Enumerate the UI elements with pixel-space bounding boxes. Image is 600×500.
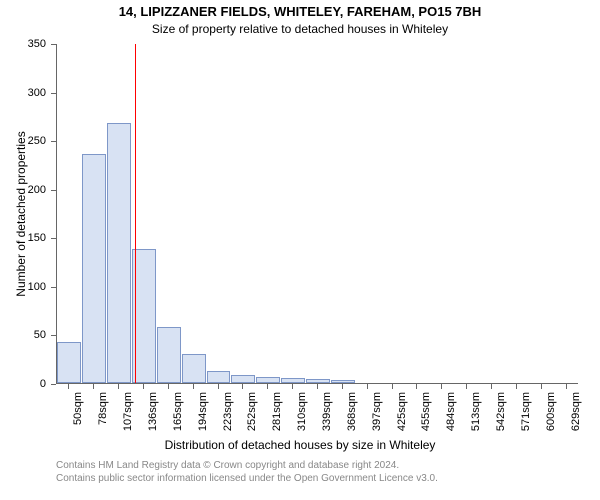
x-tick-label: 136sqm	[147, 392, 159, 431]
x-tick-mark	[466, 384, 467, 389]
x-tick-label: 368sqm	[346, 392, 358, 431]
x-tick-label: 310sqm	[296, 392, 308, 431]
x-tick-label: 425sqm	[396, 392, 408, 431]
x-tick-label: 78sqm	[97, 392, 109, 425]
y-tick-mark	[51, 287, 56, 288]
y-tick-label: 50	[0, 329, 46, 341]
histogram-bar	[182, 354, 206, 383]
y-tick-label: 200	[0, 184, 46, 196]
y-tick-mark	[51, 190, 56, 191]
x-tick-mark	[392, 384, 393, 389]
y-tick-label: 300	[0, 87, 46, 99]
y-tick-mark	[51, 335, 56, 336]
chart-plot-area	[56, 44, 578, 384]
x-tick-mark	[118, 384, 119, 389]
x-tick-label: 223sqm	[222, 392, 234, 431]
histogram-bar	[281, 378, 305, 383]
x-tick-mark	[541, 384, 542, 389]
x-tick-label: 600sqm	[545, 392, 557, 431]
y-tick-mark	[51, 384, 56, 385]
histogram-bar	[107, 123, 131, 383]
chart-title-sub: Size of property relative to detached ho…	[0, 22, 600, 36]
x-tick-label: 484sqm	[445, 392, 457, 431]
x-tick-mark	[218, 384, 219, 389]
x-tick-mark	[317, 384, 318, 389]
y-tick-label: 150	[0, 232, 46, 244]
x-tick-label: 542sqm	[495, 392, 507, 431]
x-tick-mark	[143, 384, 144, 389]
x-tick-label: 571sqm	[520, 392, 532, 431]
x-tick-label: 252sqm	[246, 392, 258, 431]
x-tick-label: 194sqm	[197, 392, 209, 431]
y-tick-label: 250	[0, 135, 46, 147]
footer-attribution: Contains HM Land Registry data © Crown c…	[56, 460, 438, 485]
histogram-bar	[331, 380, 355, 383]
y-tick-mark	[51, 141, 56, 142]
x-tick-label: 107sqm	[122, 392, 134, 431]
x-tick-mark	[168, 384, 169, 389]
x-tick-mark	[68, 384, 69, 389]
x-tick-mark	[566, 384, 567, 389]
x-tick-mark	[93, 384, 94, 389]
y-tick-label: 100	[0, 281, 46, 293]
footer-line-2: Contains public sector information licen…	[56, 473, 438, 486]
x-tick-label: 165sqm	[172, 392, 184, 431]
histogram-bar	[157, 327, 181, 383]
y-tick-mark	[51, 44, 56, 45]
x-tick-mark	[242, 384, 243, 389]
footer-line-1: Contains HM Land Registry data © Crown c…	[56, 460, 438, 473]
histogram-bar	[207, 371, 231, 383]
x-tick-mark	[267, 384, 268, 389]
x-tick-label: 455sqm	[420, 392, 432, 431]
x-tick-label: 339sqm	[321, 392, 333, 431]
y-tick-label: 350	[0, 38, 46, 50]
x-tick-mark	[491, 384, 492, 389]
reference-line	[135, 44, 136, 383]
x-tick-mark	[367, 384, 368, 389]
y-tick-label: 0	[0, 378, 46, 390]
x-tick-label: 513sqm	[470, 392, 482, 431]
x-tick-mark	[292, 384, 293, 389]
x-tick-mark	[516, 384, 517, 389]
chart-title-main: 14, LIPIZZANER FIELDS, WHITELEY, FAREHAM…	[0, 4, 600, 19]
y-tick-mark	[51, 93, 56, 94]
histogram-bar	[57, 342, 81, 383]
x-tick-label: 397sqm	[371, 392, 383, 431]
histogram-bar	[231, 375, 255, 383]
x-tick-label: 629sqm	[570, 392, 582, 431]
histogram-bar	[256, 377, 280, 383]
y-tick-mark	[51, 238, 56, 239]
x-axis-label: Distribution of detached houses by size …	[0, 438, 600, 452]
x-tick-mark	[193, 384, 194, 389]
x-tick-mark	[416, 384, 417, 389]
histogram-bar	[82, 154, 106, 383]
x-tick-label: 281sqm	[271, 392, 283, 431]
x-tick-mark	[441, 384, 442, 389]
histogram-bar	[306, 379, 330, 383]
x-tick-mark	[342, 384, 343, 389]
x-tick-label: 50sqm	[72, 392, 84, 425]
